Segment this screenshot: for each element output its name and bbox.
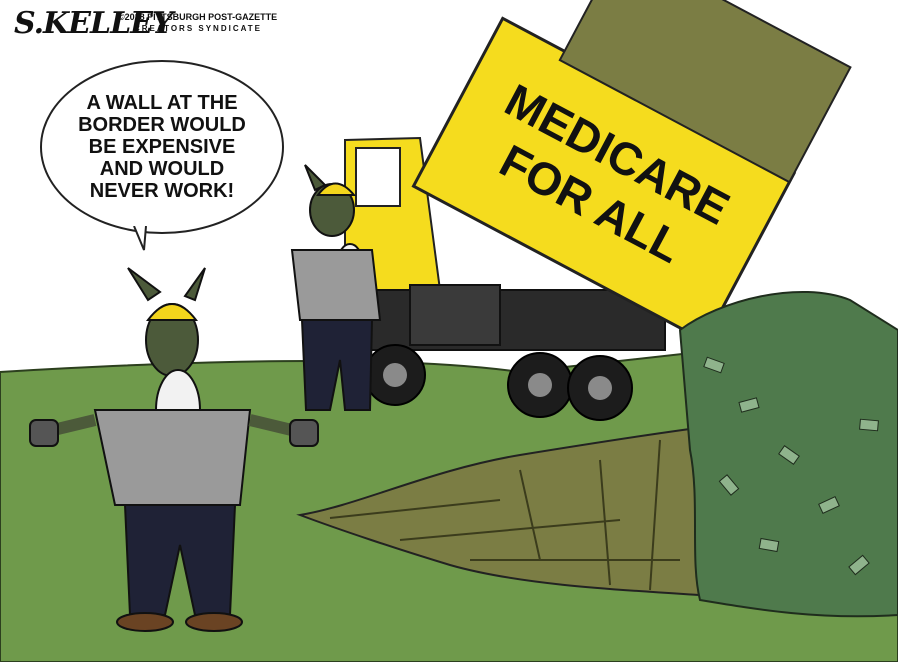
donkey-background bbox=[290, 164, 382, 411]
copyright-line-1: ©2018 PITTSBURGH POST-GAZETTE bbox=[118, 12, 278, 22]
money-pile bbox=[678, 290, 898, 618]
copyright-notice: ©2018 PITTSBURGH POST-GAZETTE CREATORS S… bbox=[118, 12, 277, 34]
copyright-line-2: CREATORS SYNDICATE bbox=[134, 24, 263, 33]
speech-bubble-text: A WALL AT THE BORDER WOULD BE EXPENSIVE … bbox=[78, 92, 246, 202]
hard-hat bbox=[316, 182, 357, 196]
speech-bubble: A WALL AT THE BORDER WOULD BE EXPENSIVE … bbox=[40, 60, 284, 234]
artist-signature: S.KELLEY bbox=[14, 6, 173, 41]
hard-hat bbox=[145, 303, 199, 321]
donkey-foreground bbox=[29, 267, 319, 632]
speech-bubble-tail bbox=[133, 226, 147, 251]
dump-truck: MEDICARE FOR ALL bbox=[344, 0, 852, 421]
